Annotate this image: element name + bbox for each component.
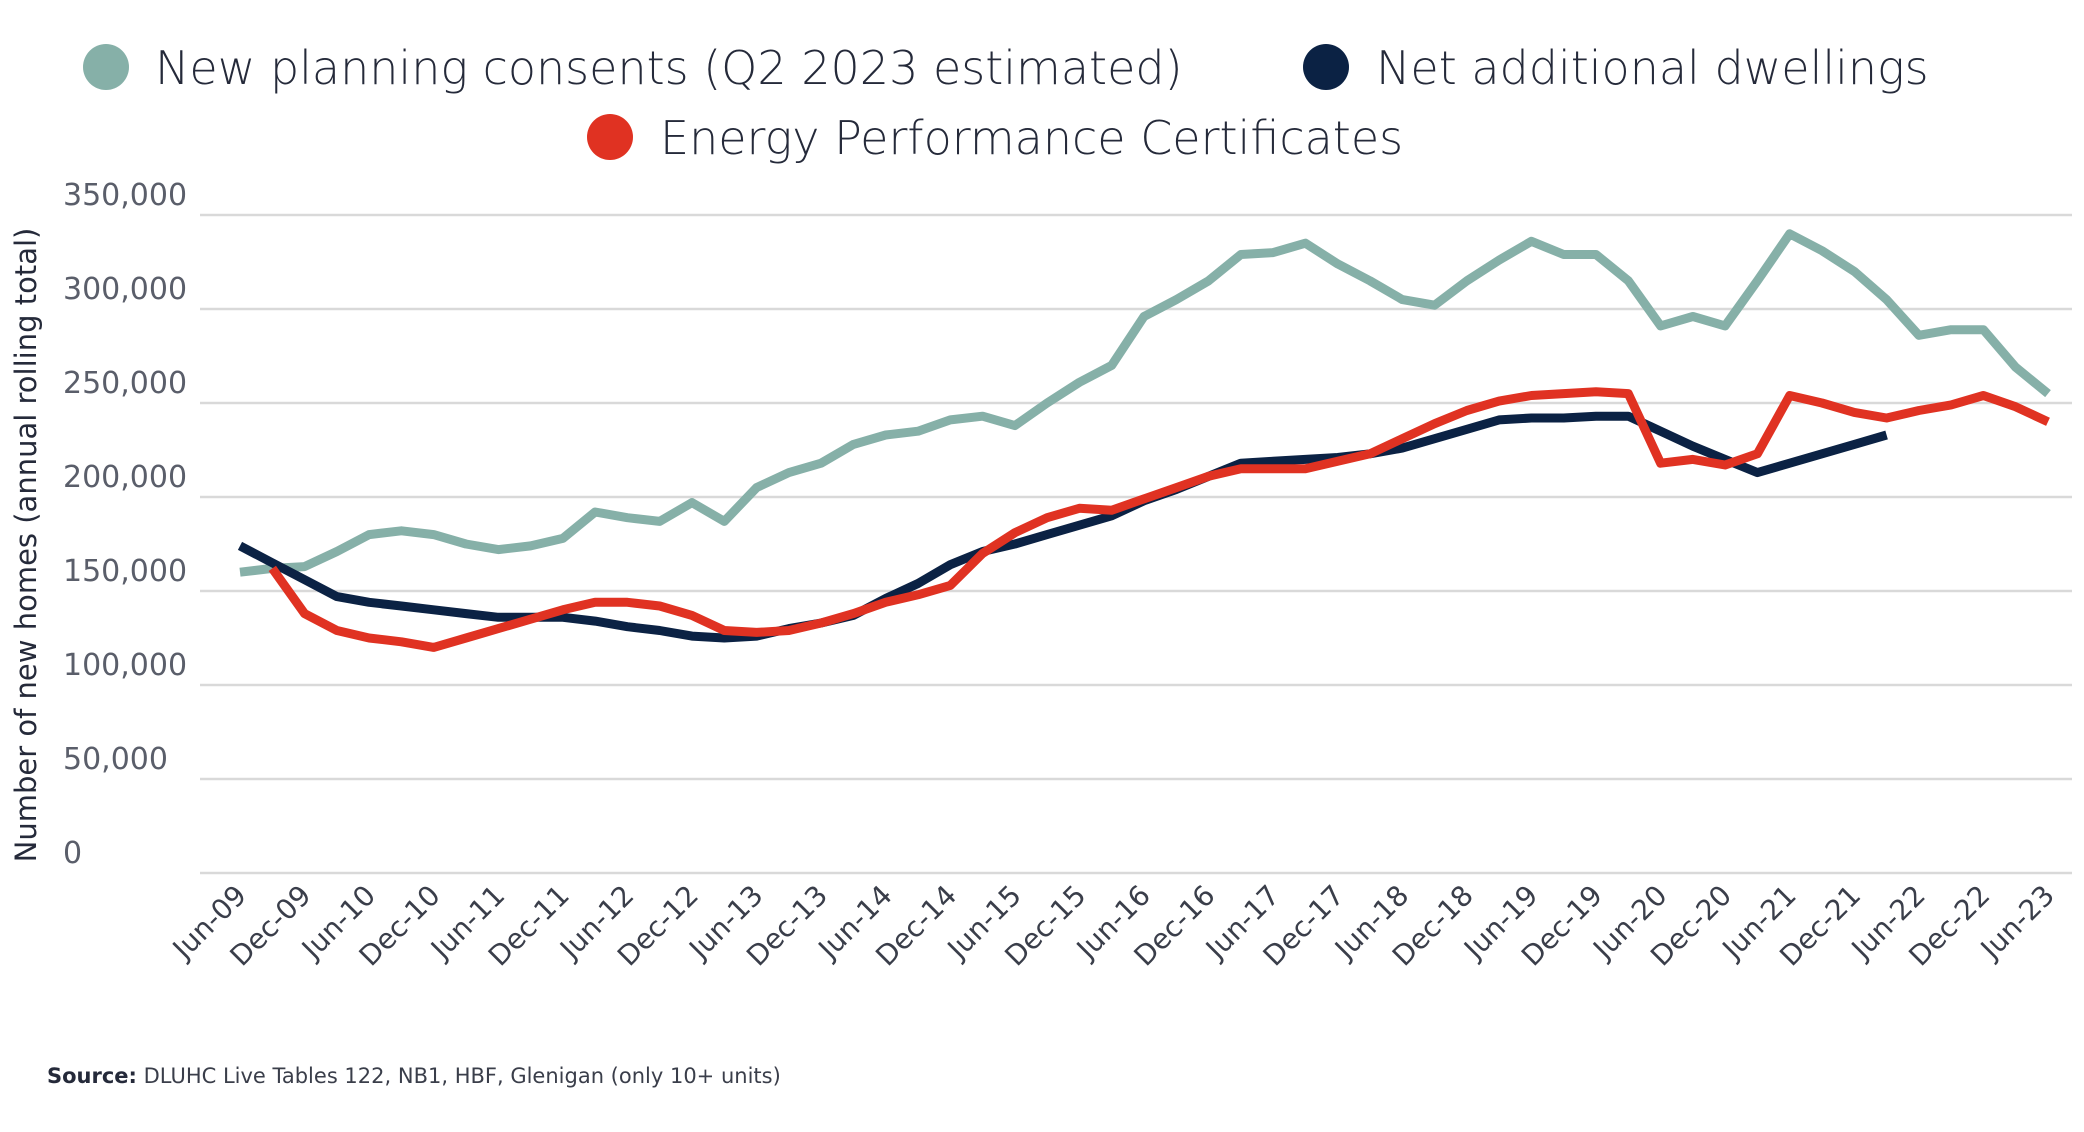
series-lines [237, 229, 2051, 652]
series-line-energy-performance-certificates [268, 387, 2050, 652]
source-label: Source: [47, 1064, 137, 1088]
y-tick-label: 0 [63, 836, 82, 871]
series-line-new-planning-consents-q2-2023-estimated [239, 229, 2051, 577]
x-axis-ticks: Jun-09Dec-09Jun-10Dec-10Jun-11Dec-11Jun-… [165, 879, 2061, 973]
y-tick-label: 200,000 [63, 460, 187, 495]
y-tick-label: 250,000 [63, 366, 187, 401]
y-tick-label: 150,000 [63, 554, 187, 589]
legend: New planning consents (Q2 2023 estimated… [83, 41, 1929, 165]
source-text: DLUHC Live Tables 122, NB1, HBF, Gleniga… [136, 1064, 781, 1088]
y-tick-label: 100,000 [63, 648, 187, 683]
series-line-net-additional-dwellings [237, 411, 1888, 643]
y-axis-title: Number of new homes (annual rolling tota… [9, 228, 43, 863]
legend-label-planning-consents: New planning consents (Q2 2023 estimated… [155, 41, 1183, 95]
legend-item-net-additional-dwellings[interactable]: Net additional dwellings [1303, 41, 1929, 95]
y-tick-label: 50,000 [63, 742, 168, 777]
legend-item-energy-performance-certificates[interactable]: Energy Performance Certificates [587, 111, 1403, 165]
y-tick-label: 300,000 [63, 272, 187, 307]
legend-marker-net-additional-dwellings [1303, 44, 1349, 90]
legend-label-energy-performance-certificates: Energy Performance Certificates [660, 111, 1403, 165]
legend-marker-planning-consents [83, 44, 129, 90]
legend-item-planning-consents[interactable]: New planning consents (Q2 2023 estimated… [83, 41, 1183, 95]
legend-label-net-additional-dwellings: Net additional dwellings [1376, 41, 1929, 95]
y-axis-ticks: 0 50,000 100,000 150,000 200,000 250,000 300,0… [63, 178, 187, 871]
source-note: Source: DLUHC Live Tables 122, NB1, HBF,… [47, 1064, 781, 1088]
legend-marker-energy-performance-certificates [587, 114, 633, 160]
y-tick-label: 350,000 [63, 178, 187, 213]
